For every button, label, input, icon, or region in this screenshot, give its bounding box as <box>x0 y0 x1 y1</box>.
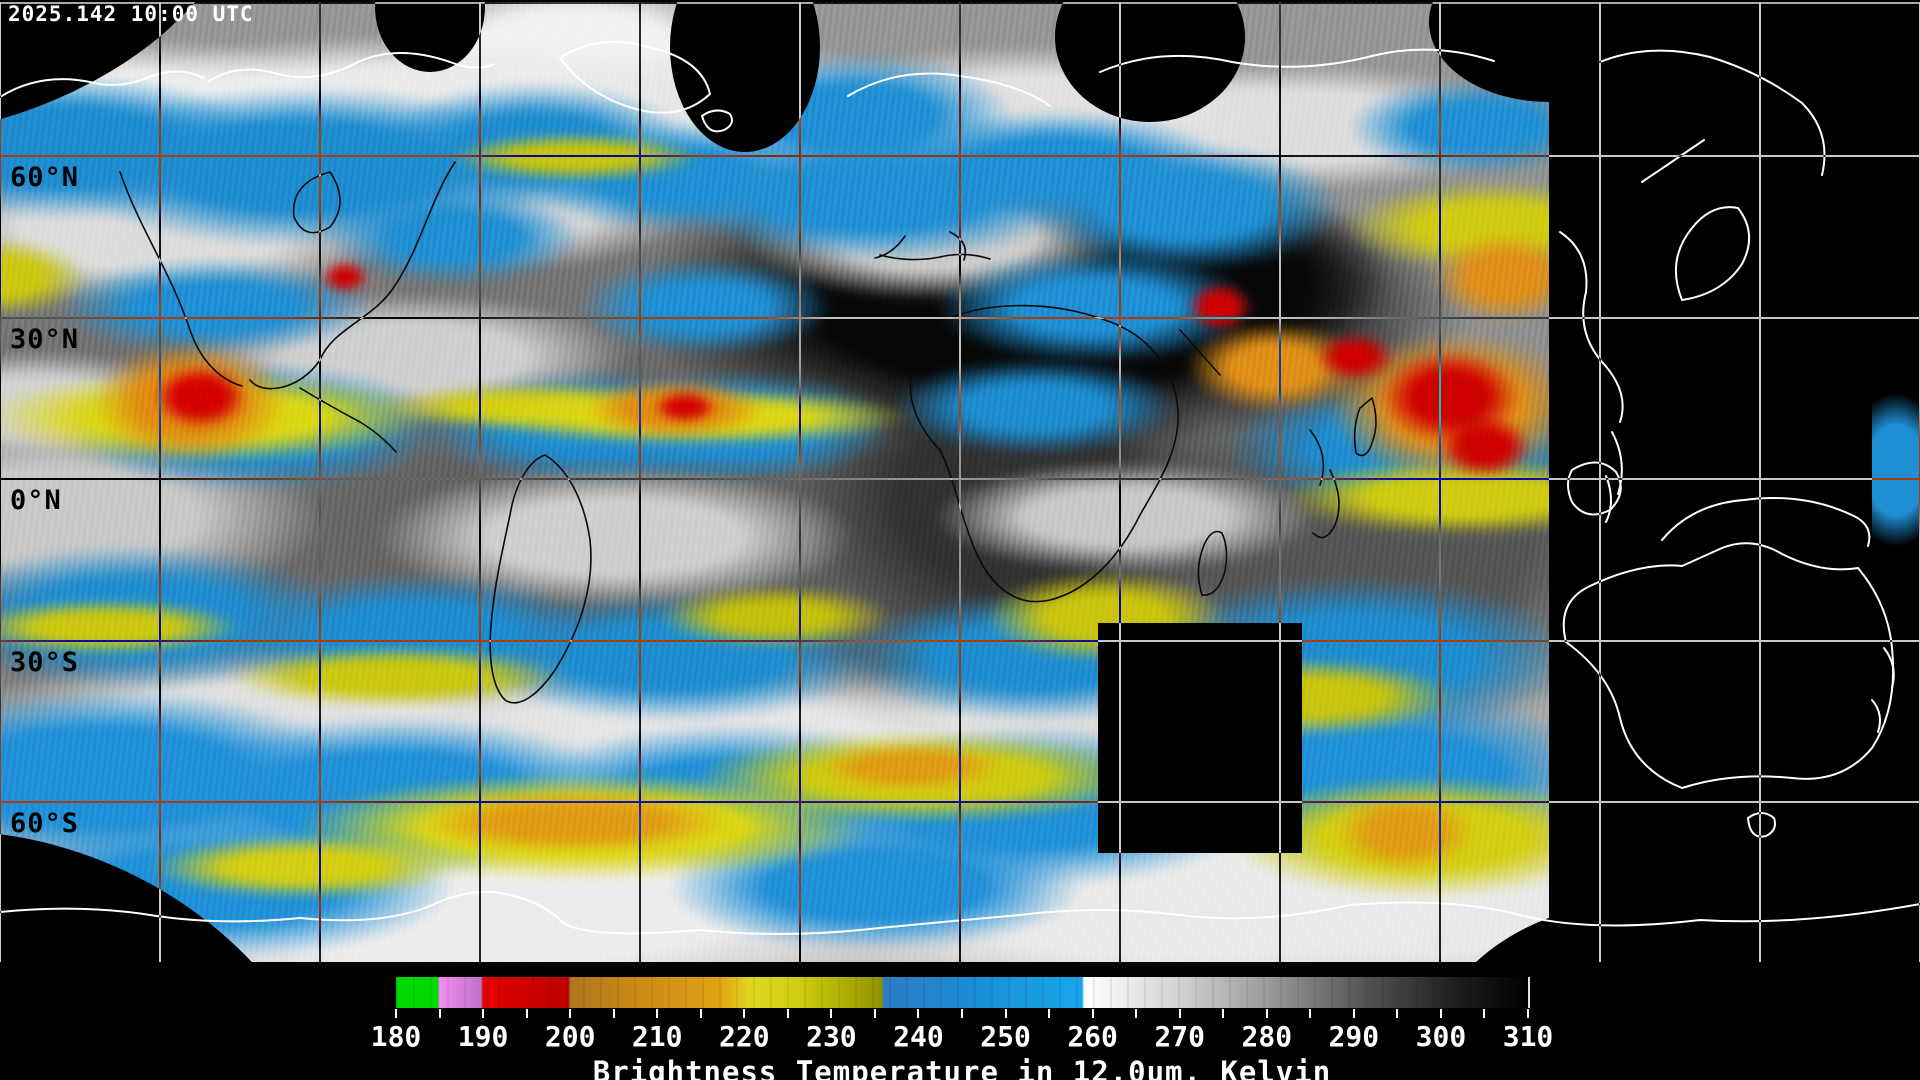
coastline-philippines <box>1605 431 1623 523</box>
colorbar-banding-overlay <box>396 977 1528 1008</box>
latitude-label: 60°S <box>10 808 80 839</box>
colorbar-right-edge <box>1528 977 1530 1008</box>
colorbar-tick-label: 310 <box>1502 1020 1554 1053</box>
colorbar-tick-label: 190 <box>457 1020 509 1053</box>
coastline-antarctica <box>0 890 1920 935</box>
colorbar-tick-label: 260 <box>1067 1020 1118 1053</box>
colorbar-tick <box>569 1009 572 1018</box>
coastline-japan <box>1675 206 1750 301</box>
coastline-europe <box>874 231 991 261</box>
latitude-label: 30°S <box>10 647 80 678</box>
coastline-red-sea <box>1179 329 1221 376</box>
colorbar-tick <box>1265 1009 1268 1018</box>
colorbar-tick-label: 220 <box>719 1020 770 1053</box>
latitude-label: 30°N <box>10 324 80 355</box>
colorbar-tick <box>1527 1009 1529 1018</box>
coastline-china-coast <box>1559 231 1624 423</box>
colorbar-tick-label: 280 <box>1241 1020 1293 1053</box>
colorbar-tick <box>525 1009 528 1018</box>
colorbar-tick <box>743 1009 746 1018</box>
colorbar-tick <box>1483 1009 1486 1018</box>
colorbar-tick <box>961 1009 963 1018</box>
coastline-greenland <box>559 40 711 114</box>
coastline-india <box>1353 397 1377 457</box>
coastline-scandinavia <box>847 72 1051 107</box>
coastline-tasmania <box>1747 812 1776 838</box>
colorbar-tick <box>1222 1009 1225 1018</box>
colorbar-tick <box>873 1009 876 1018</box>
coastline-south-america <box>489 454 592 704</box>
coastline-new-zealand <box>1871 647 1895 733</box>
colorbar-tick <box>786 1009 789 1018</box>
colorbar-tick <box>482 1009 485 1018</box>
timestamp-label: 2025.142 10:00 UTC <box>8 2 254 26</box>
coastline-borneo <box>1567 461 1622 516</box>
right-edge-imagery-strip <box>1872 380 1920 570</box>
colorbar-tick <box>1178 1009 1181 1018</box>
colorbar-tick <box>1091 1009 1094 1018</box>
colorbar-tick <box>1396 1009 1399 1018</box>
colorbar-tick <box>656 1009 659 1018</box>
colorbar-tick <box>1352 1009 1355 1018</box>
colorbar-tick-label: 290 <box>1328 1020 1380 1053</box>
coastline-africa <box>909 304 1179 603</box>
colorbar-tick <box>1135 1009 1138 1018</box>
coastline-iceland <box>701 109 733 133</box>
colorbar-tick-label: 230 <box>806 1020 857 1053</box>
colorbar-tick-label: 240 <box>893 1020 944 1053</box>
colorbar-tick <box>699 1009 702 1018</box>
coastline-madagascar <box>1197 530 1228 596</box>
colorbar-title: Brightness Temperature in 12.0um, Kelvin <box>592 1055 1332 1080</box>
colorbar-tick-label: 300 <box>1415 1020 1467 1053</box>
colorbar-tick-label: 200 <box>544 1020 596 1053</box>
missing-data-notch <box>1098 623 1302 853</box>
coastline-canadian-arctic <box>207 52 495 83</box>
colorbar-tick-label: 270 <box>1154 1020 1205 1053</box>
colorbar-tick <box>1439 1009 1442 1018</box>
colorbar-tick <box>1309 1009 1312 1018</box>
colorbar-tick-label: 180 <box>370 1020 422 1053</box>
colorbar-tick-label: 210 <box>631 1020 683 1053</box>
coastline-north-america <box>119 161 456 453</box>
colorbar-tick <box>438 1009 441 1018</box>
latitude-label: 60°N <box>10 162 80 193</box>
colorbar-tick <box>917 1009 920 1018</box>
colorbar-region: 180 190 200 210 220 230 240 250 260 270 280 290 300 3… <box>0 965 1920 1080</box>
coastline-australia <box>1562 542 1895 789</box>
colorbar-tick <box>612 1009 615 1018</box>
latitude-label: 0°N <box>10 485 62 516</box>
coastline-kuril <box>1641 139 1705 183</box>
coastline-alaska <box>0 70 205 98</box>
colorbar-tick <box>395 1009 397 1018</box>
colorbar-tick-label: 250 <box>980 1020 1031 1053</box>
coastline-sumatra-indochina <box>1309 429 1340 539</box>
colorbar-tick <box>830 1009 833 1018</box>
colorbar-tick <box>1048 1009 1051 1018</box>
coastline-new-guinea <box>1661 497 1871 547</box>
colorbar-tick <box>1004 1009 1007 1018</box>
colorbar-gradient <box>396 977 1528 1008</box>
coastline-ne-siberia <box>1599 49 1826 176</box>
coastline-siberia <box>1099 48 1495 73</box>
